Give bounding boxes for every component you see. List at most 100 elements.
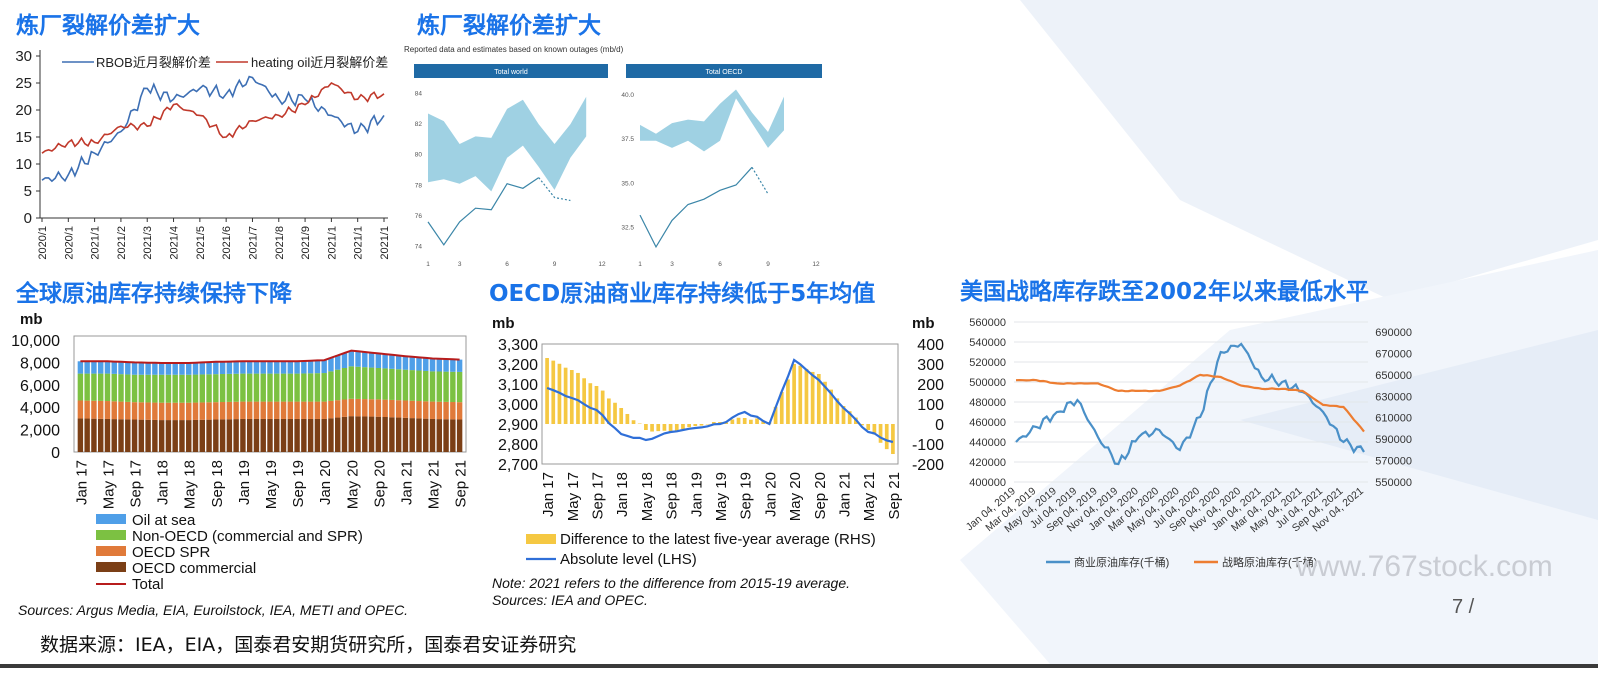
- stacked-bar-segment: [97, 418, 104, 452]
- x-tick-label: 6: [718, 261, 722, 268]
- difference-bar: [576, 372, 580, 424]
- stacked-bar-segment: [145, 374, 151, 403]
- stacked-bar-segment: [226, 401, 233, 420]
- stacked-bar-segment: [301, 361, 307, 374]
- stacked-bar-segment: [416, 370, 422, 402]
- stacked-bar-segment: [206, 402, 212, 420]
- stacked-bar-segment: [192, 419, 199, 452]
- stacked-bar-segment: [165, 374, 172, 403]
- stacked-bar-segment: [186, 362, 192, 375]
- stacked-bar-segment: [362, 399, 368, 417]
- difference-bar: [841, 406, 846, 424]
- difference-bar: [625, 413, 630, 424]
- x-tick-label: May 17: [100, 460, 117, 509]
- stacked-bar-segment: [423, 357, 429, 371]
- stacked-bar-segment: [443, 419, 449, 452]
- stacked-bar-segment: [287, 373, 294, 402]
- y-tick-label: 8,000: [20, 355, 60, 372]
- stacked-bar-segment: [436, 419, 443, 452]
- difference-bar: [860, 424, 864, 426]
- y-tick-label: 78: [415, 182, 423, 189]
- iea-outages-chart-panel: Reported data and estimates based on kno…: [402, 42, 824, 268]
- stacked-bar-segment: [450, 371, 456, 403]
- bottom-bar: [0, 664, 1598, 668]
- stacked-bar-segment: [382, 354, 388, 369]
- legend-swatch: [96, 530, 126, 540]
- y-tick-label: 10,000: [11, 333, 60, 350]
- left-y-tick-label: 3,000: [498, 397, 538, 414]
- stacked-bar-segment: [328, 418, 334, 452]
- difference-bar: [779, 392, 784, 424]
- stacked-bar-segment: [389, 368, 395, 400]
- stacked-bar-segment: [368, 352, 375, 368]
- stacked-bar-segment: [260, 418, 266, 452]
- stacked-bar-segment: [301, 401, 307, 419]
- right-y-tick-label: 100: [917, 397, 944, 414]
- legend-swatch: [96, 546, 126, 556]
- stacked-bar-segment: [84, 400, 90, 419]
- x-tick-label: Sep 20: [371, 460, 388, 508]
- stacked-bar-segment: [97, 361, 104, 374]
- stacked-bar-segment: [287, 361, 294, 374]
- x-tick-label: May 20: [787, 472, 804, 521]
- us-spr-chart-panel: 400000 420000 440000 460000 480000 500000 5200…: [958, 308, 1422, 580]
- stacked-bar-segment: [104, 361, 111, 374]
- y-tick-label: 40.0: [621, 92, 634, 99]
- right-y-tick-label: 200: [917, 377, 944, 394]
- stacked-bar-segment: [233, 401, 239, 420]
- stacked-bar-segment: [118, 361, 124, 375]
- difference-bar: [878, 424, 883, 443]
- difference-bar: [804, 368, 809, 424]
- stacked-bar-segment: [233, 373, 239, 402]
- stacked-bar-segment: [219, 374, 226, 403]
- stacked-bar-segment: [138, 419, 145, 452]
- difference-bar: [816, 374, 821, 424]
- stacked-bar-segment: [375, 368, 382, 400]
- left-y-tick-label: 460000: [969, 417, 1006, 429]
- sources-note: Sources: IEA and OPEC.: [492, 592, 648, 608]
- x-tick-label: Sep 21: [886, 472, 903, 520]
- stacked-bar-segment: [125, 374, 131, 402]
- note-text: Note: 2021 refers to the difference from…: [492, 575, 850, 591]
- stacked-bar-segment: [429, 418, 436, 452]
- x-tick-label: May 19: [263, 460, 280, 509]
- x-tick-label: May 18: [182, 460, 199, 509]
- stacked-bar-segment: [314, 373, 321, 402]
- legend-label-commercial: 商业原油库存(千桶): [1074, 555, 1169, 569]
- stacked-bar-segment: [213, 419, 219, 452]
- stacked-bar-segment: [443, 359, 449, 372]
- stacked-bar-segment: [341, 399, 348, 417]
- stacked-bar-segment: [355, 351, 361, 367]
- stacked-bar-segment: [382, 399, 388, 417]
- legend-label-rbob: RBOB近月裂解价差: [96, 55, 211, 70]
- stacked-bar-segment: [91, 373, 97, 401]
- stacked-bar-segment: [429, 401, 436, 419]
- stacked-bar-segment: [77, 418, 84, 452]
- tab-header-total-world: [414, 64, 608, 78]
- stacked-bar-segment: [402, 369, 409, 401]
- difference-bar: [884, 424, 889, 450]
- right-y-tick-label: 670000: [1375, 348, 1412, 360]
- stacked-bar-segment: [246, 373, 253, 402]
- stacked-bar-segment: [307, 401, 314, 419]
- x-tick-label: 2021/8: [274, 226, 286, 260]
- difference-bar: [730, 419, 735, 424]
- actual-line-total-world: [427, 177, 540, 246]
- stacked-bar-segment: [77, 400, 84, 419]
- series-line-heating-oil: [41, 82, 385, 154]
- stacked-bar-segment: [423, 401, 429, 419]
- left-y-tick-label: 520000: [969, 357, 1006, 369]
- x-tick-label: 2021/1: [90, 226, 102, 260]
- x-tick-label: 2021/1: [326, 226, 338, 260]
- stacked-bar-segment: [375, 353, 382, 368]
- stacked-bar-segment: [179, 362, 185, 375]
- stacked-bar-segment: [104, 373, 111, 402]
- right-y-tick-label: -100: [912, 437, 944, 454]
- stacked-bar-segment: [328, 400, 334, 419]
- stacked-bar-segment: [253, 361, 260, 374]
- difference-bar: [551, 360, 556, 424]
- stacked-bar-segment: [111, 361, 117, 374]
- legend-swatch-difference: [526, 534, 556, 544]
- y-tick-label: 2,000: [20, 423, 60, 440]
- stacked-bar-segment: [118, 374, 124, 402]
